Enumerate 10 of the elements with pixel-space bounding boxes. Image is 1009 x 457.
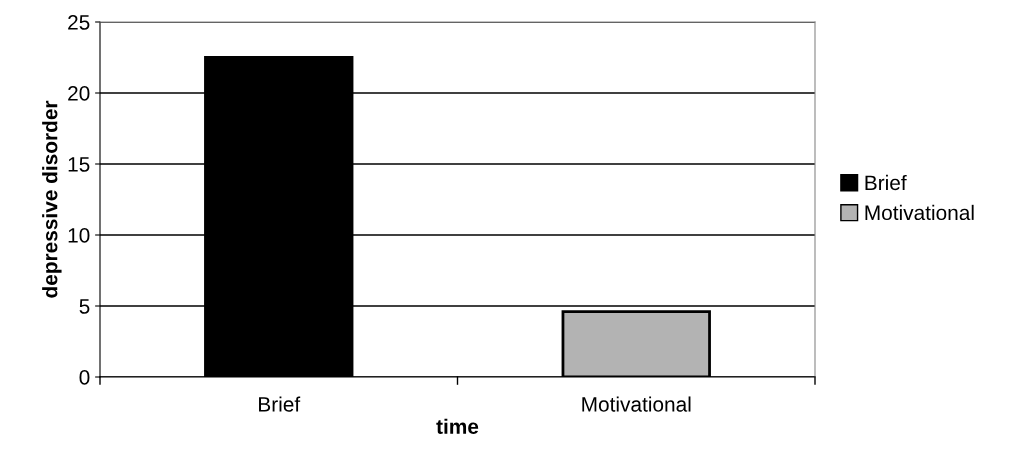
legend-label: Motivational — [865, 204, 974, 221]
y-tick-label: 10 — [68, 228, 90, 243]
legend-label: Brief — [865, 174, 907, 191]
y-tick-label: 0 — [79, 370, 90, 385]
y-tick-label: 25 — [68, 15, 90, 30]
x-axis-title: time — [436, 418, 479, 434]
y-tick-label: 5 — [79, 299, 90, 314]
y-tick-label: 20 — [68, 86, 90, 101]
y-axis-title: depressive disorder — [42, 100, 62, 298]
y-tick-label: 15 — [68, 157, 90, 172]
